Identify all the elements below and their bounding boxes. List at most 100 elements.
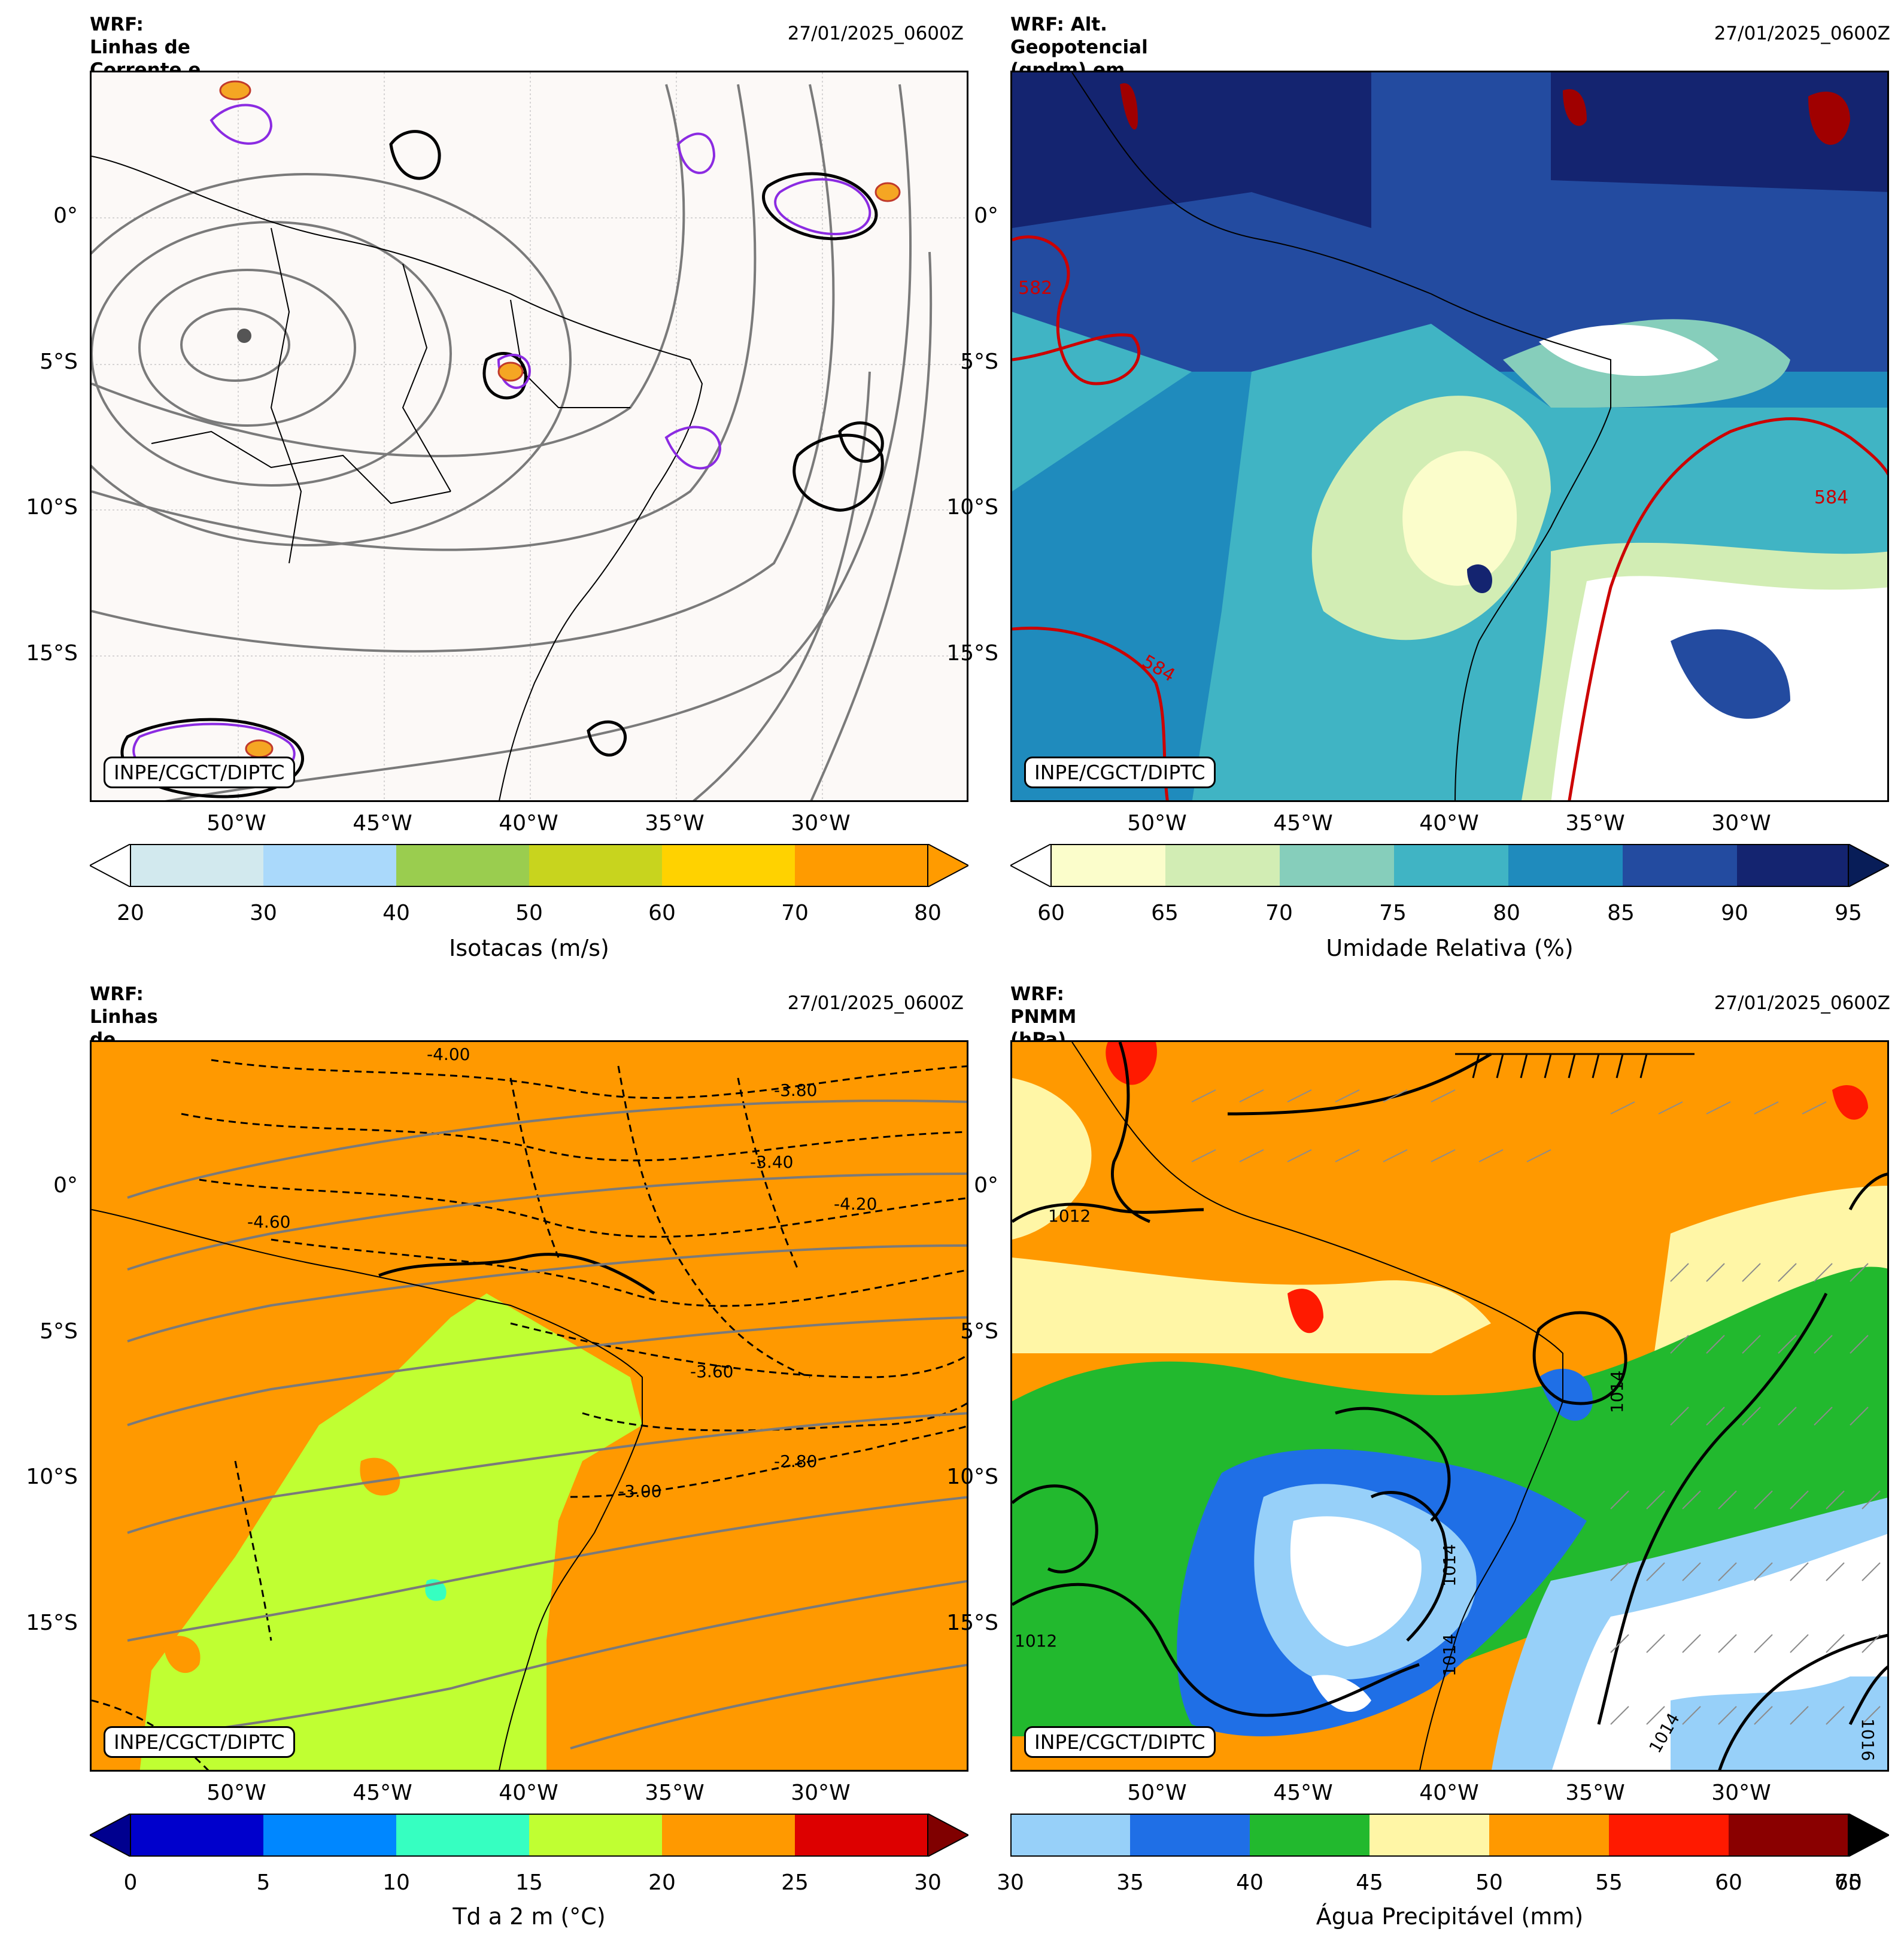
lon-label: 40°W [499,1781,558,1805]
colorbar-tick: 80 [914,901,942,925]
map-layer [92,72,967,800]
colorbar-tick: 70 [781,901,809,925]
lat-label: 0° [53,203,78,228]
contour-label: -4.60 [247,1212,290,1232]
colorbar [1010,1814,1889,1857]
contour-label: -3.40 [750,1152,793,1172]
lat-label: 5°S [40,350,78,374]
lat-label: 10°S [946,1465,998,1489]
colorbar-tick: 50 [515,901,543,925]
lon-label: 40°W [1419,811,1479,836]
contour-label: 1012 [1048,1206,1091,1226]
colorbar-tick: 80 [1493,901,1520,925]
colorbar-tick: 75 [1379,901,1407,925]
lon-label: 35°W [1565,1781,1625,1805]
colorbar-tick: 15 [515,1870,543,1895]
lon-label: 35°W [645,811,704,836]
colorbar-tick: 70 [1265,901,1293,925]
panel-date: 27/01/2025_0600Z [787,23,964,44]
lat-label: 5°S [960,350,998,374]
colorbar-tick: 35 [1116,1870,1144,1895]
colorbar-tick: 50 [1475,1870,1503,1895]
logo-badge: INPE/CGCT/DIPTC [104,1726,295,1758]
contour-label: -3.00 [618,1481,661,1501]
logo-badge: INPE/CGCT/DIPTC [104,757,295,788]
map-area: 582 584 584 INPE/CGCT/DIPTC [1010,71,1889,802]
contour-label: 1014 [1607,1371,1627,1413]
lon-label: 30°W [791,811,851,836]
colorbar-tick: 20 [117,901,144,925]
contour-label: 584 [1138,651,1179,687]
colorbar-tick: 70 [1835,1870,1862,1895]
colorbar-tick: 30 [914,1870,942,1895]
colorbar-label: Água Precipitável (mm) [1316,1903,1584,1930]
colorbar-tick: 90 [1721,901,1748,925]
contour-label: -3.60 [690,1362,733,1381]
lon-label: 50°W [207,1781,266,1805]
colorbar-tick: 45 [1356,1870,1383,1895]
contour-label: 584 [1814,487,1848,508]
colorbar-tick: 55 [1595,1870,1623,1895]
lat-label: 15°S [946,1611,998,1635]
colorbar-tick: 60 [1037,901,1065,925]
colorbar-tick: 25 [781,1870,809,1895]
map-layer: -4.00 -4.60 -3.80 -3.40 -3.60 -2.80 -4.2… [92,1044,967,1770]
lat-label: 15°S [26,641,78,666]
colorbar [90,1814,968,1857]
map-area: -4.00 -4.60 -3.80 -3.40 -3.60 -2.80 -4.2… [90,1040,968,1772]
lat-label: 10°S [26,1465,78,1489]
colorbar-tick: 95 [1835,901,1862,925]
lon-label: 30°W [1711,1781,1771,1805]
colorbar-tick: 60 [1715,1870,1742,1895]
contour-label: 1012 [1015,1631,1057,1651]
lon-label: 50°W [1127,1781,1187,1805]
colorbar [1010,844,1889,887]
lon-label: 40°W [1419,1781,1479,1805]
lat-label: 15°S [946,641,998,666]
logo-badge: INPE/CGCT/DIPTC [1024,757,1216,788]
lat-label: 10°S [946,495,998,520]
map-layer: 1012 1012 1014 1014 1014 1016 1014 [1012,1042,1887,1770]
lon-label: 45°W [1273,811,1333,836]
colorbar-tick: 30 [250,901,277,925]
colorbar-tick: 30 [997,1870,1024,1895]
colorbar-tick: 65 [1835,1870,1862,1895]
contour-label: 1014 [1440,1544,1459,1587]
contour-label: -3.80 [774,1080,817,1100]
colorbar-label: Td a 2 m (°C) [453,1903,606,1930]
lon-label: 45°W [353,811,412,836]
lon-label: 30°W [791,1781,851,1805]
contour-label: -4.00 [427,1044,470,1064]
colorbar-label: Umidade Relativa (%) [1326,935,1574,961]
lat-label: 0° [974,203,998,228]
colorbar-tick: 40 [1236,1870,1264,1895]
lon-label: 35°W [645,1781,704,1805]
lat-label: 0° [53,1173,78,1198]
lon-label: 30°W [1711,811,1771,836]
lat-label: 15°S [26,1611,78,1635]
lon-label: 50°W [1127,811,1187,836]
lat-label: 5°S [40,1319,78,1344]
lat-label: 0° [974,1173,998,1198]
colorbar-tick: 65 [1151,901,1179,925]
lon-label: 35°W [1565,811,1625,836]
contour-label: -4.20 [834,1194,877,1214]
colorbar-tick: 20 [648,1870,676,1895]
lon-label: 50°W [207,811,266,836]
lat-label: 10°S [26,495,78,520]
map-area: 1012 1012 1014 1014 1014 1016 1014 INPE/… [1010,1040,1889,1772]
colorbar-tick: 40 [382,901,410,925]
panel-date: 27/01/2025_0600Z [1714,992,1890,1014]
logo-badge: INPE/CGCT/DIPTC [1024,1726,1216,1758]
contour-label: 1016 [1858,1718,1878,1761]
colorbar-tick: 60 [648,901,676,925]
lon-label: 45°W [353,1781,412,1805]
panel-date: 27/01/2025_0600Z [1714,23,1890,44]
map-layer: 582 584 584 [1012,72,1887,800]
colorbar [90,844,968,887]
map-area: INPE/CGCT/DIPTC [90,71,968,802]
lon-label: 45°W [1273,1781,1333,1805]
colorbar-label: Isotacas (m/s) [449,935,609,961]
lon-label: 40°W [499,811,558,836]
colorbar-tick: 10 [382,1870,410,1895]
